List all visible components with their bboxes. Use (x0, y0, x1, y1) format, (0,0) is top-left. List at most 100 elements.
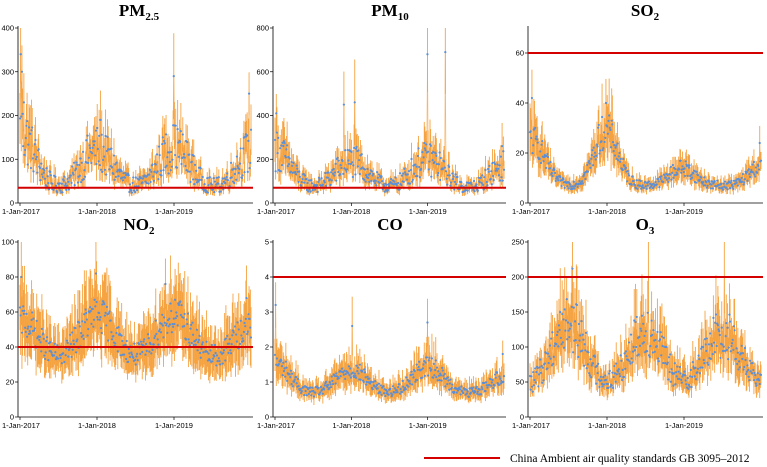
o3-data-point (690, 385, 693, 389)
pm10-data-point (490, 183, 493, 186)
so2-data-point (593, 155, 596, 158)
o3-data-point (627, 341, 631, 344)
no2-data-point (88, 311, 91, 314)
pm25-data-point (179, 140, 182, 143)
o3-data-point (714, 321, 717, 324)
pm10-data-point (501, 179, 504, 182)
pm10-data-point (405, 178, 409, 181)
co-data-point (284, 375, 287, 378)
co-data-point (351, 371, 354, 374)
pm25-data-point (134, 176, 137, 179)
no2-data-point (202, 351, 205, 354)
pm10-data-point (435, 154, 438, 158)
o3-data-point (613, 372, 617, 375)
co-data-point (432, 376, 435, 379)
pm25-data-point (103, 155, 106, 158)
o3-data-point (531, 390, 534, 393)
co-data-point (363, 368, 366, 371)
co-data-point (395, 389, 398, 392)
pm10-data-point (287, 162, 291, 166)
o3-data-point (634, 320, 637, 324)
co-data-point (411, 383, 414, 386)
so2-data-point (572, 180, 575, 183)
pm25-data-point (64, 182, 67, 185)
so2-data-point (708, 180, 711, 183)
pm25-data-point (58, 182, 61, 185)
o3-data-point (676, 365, 679, 368)
co-data-point (437, 370, 440, 373)
o3-data-point (697, 354, 700, 357)
co-data-point (354, 374, 357, 378)
o3-data-point (678, 365, 682, 369)
no2-data-point (114, 342, 117, 345)
pm25-data-point (246, 170, 249, 174)
o3-data-point (575, 303, 579, 307)
o3-data-point (585, 367, 588, 370)
so2-data-point (664, 176, 667, 179)
no2-data-point (174, 317, 177, 320)
pm10-data-point (357, 149, 360, 152)
no2-data-point (94, 272, 98, 275)
co-data-point (418, 360, 421, 363)
pm10-data-point (500, 145, 504, 148)
pm25-data-point (162, 169, 165, 172)
o3-data-point (689, 375, 692, 378)
pm25-data-point (105, 149, 108, 153)
co-data-point (319, 385, 323, 389)
pm10-data-point (281, 141, 284, 144)
pm10-data-point (341, 159, 344, 163)
no2-ytick-label: 60 (6, 308, 14, 317)
so2-data-point (750, 168, 753, 172)
pm25-data-point (205, 190, 208, 193)
pm10-data-point (345, 168, 349, 171)
o3-data-point (712, 316, 715, 319)
co-data-point (308, 390, 312, 393)
so2-data-point (534, 126, 537, 130)
so2-data-point (670, 178, 673, 181)
pm10-data-point (499, 155, 502, 158)
co-data-point (409, 373, 412, 377)
so2-data-point (547, 162, 550, 165)
co-data-point (469, 391, 472, 394)
pm25-data-point (118, 170, 121, 173)
so2-data-point (742, 183, 745, 186)
no2-data-point (182, 325, 186, 328)
so2-data-point (553, 171, 557, 175)
no2-data-point (38, 338, 41, 342)
pm10-data-point (400, 174, 404, 177)
no2-data-point (151, 348, 154, 352)
co-data-point (353, 372, 356, 375)
o3-data-point (677, 370, 680, 373)
pm25-data-point (112, 154, 116, 157)
co-data-point (312, 395, 316, 398)
pm10-data-point (366, 167, 369, 171)
co-data-point (490, 384, 493, 387)
o3-data-point (665, 345, 668, 348)
so2-data-point (731, 185, 734, 188)
pm25-data-point (121, 176, 124, 179)
pm10-data-point (403, 167, 406, 170)
no2-data-point (22, 312, 25, 315)
so2-data-point (679, 159, 682, 162)
so2-data-point (590, 154, 593, 157)
so2-data-point (666, 173, 669, 176)
so2-data-point (745, 170, 748, 174)
o3-data-point (737, 368, 740, 371)
so2-data-point (567, 187, 570, 190)
pm25-data-point (71, 165, 74, 168)
o3-data-point (757, 379, 761, 382)
pm25-data-point (61, 191, 64, 194)
no2-data-point (142, 340, 145, 343)
so2-data-point (530, 136, 533, 140)
pm25-data-point (100, 133, 103, 136)
pm10-data-point (288, 157, 291, 160)
no2-data-point (149, 342, 152, 346)
o3-data-point (579, 334, 582, 337)
o3-data-point (640, 329, 643, 333)
co-data-point (371, 388, 374, 391)
pm10-data-point (324, 184, 328, 187)
pm25-data-point (54, 175, 57, 178)
o3-data-point (571, 267, 574, 270)
pm25-data-point (229, 161, 233, 164)
pm25-data-point (20, 115, 23, 118)
